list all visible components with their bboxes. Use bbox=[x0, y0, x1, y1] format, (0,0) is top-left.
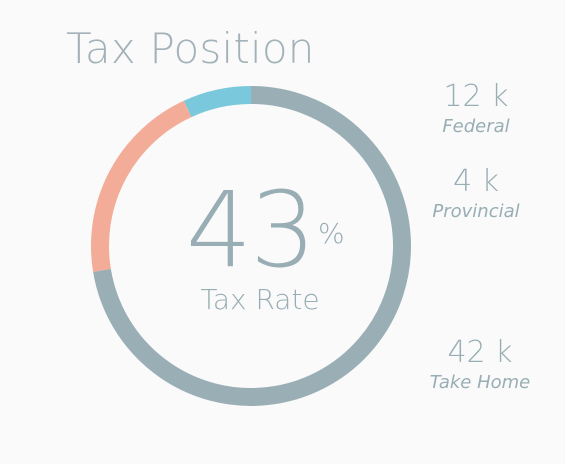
legend-item-federal: 12 k Federal bbox=[406, 82, 546, 136]
widget-title: Tax Position bbox=[66, 24, 315, 73]
provincial-amount: 4 k bbox=[453, 164, 499, 199]
tax-rate-label: Tax Rate bbox=[200, 283, 320, 316]
donut-segment-federal bbox=[91, 100, 192, 272]
tax-rate-unit: % bbox=[318, 217, 345, 250]
provincial-label: Provincial bbox=[432, 201, 520, 222]
legend-item-provincial: 4 k Provincial bbox=[406, 167, 546, 221]
federal-label: Federal bbox=[442, 116, 510, 137]
donut-segment-provincial bbox=[183, 86, 252, 118]
tax-rate-value: 43 bbox=[185, 169, 316, 291]
take-home-label: Take Home bbox=[429, 372, 531, 393]
legend-item-take-home: 42 k Take Home bbox=[410, 338, 550, 392]
federal-amount: 12 k bbox=[443, 79, 509, 114]
donut-segment-take-home bbox=[93, 86, 411, 406]
take-home-amount: 42 k bbox=[447, 335, 513, 370]
